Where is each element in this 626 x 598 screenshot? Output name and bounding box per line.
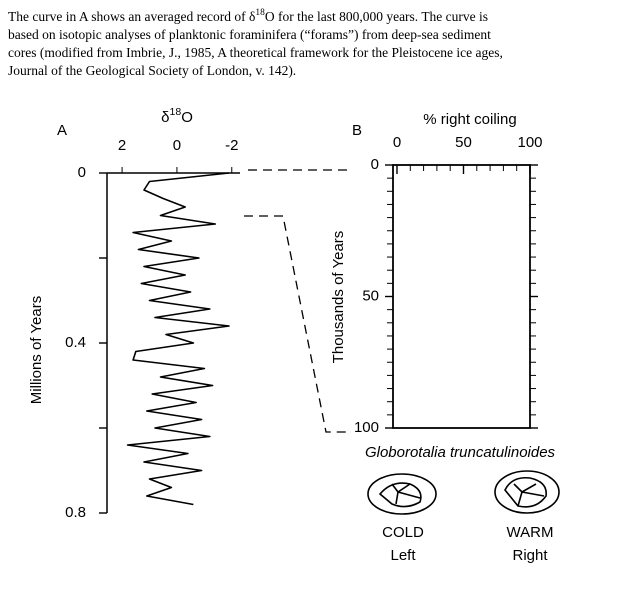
y-tick-label: 50: [362, 287, 379, 304]
caption-line: based on isotopic analyses of planktonic…: [8, 27, 491, 42]
x-tick-label: 50: [455, 134, 472, 151]
connector: [244, 215, 348, 433]
d18o-curve: [126, 172, 230, 506]
caption-line: The curve in A shows an averaged record …: [8, 8, 488, 24]
x-tick-label: -2: [225, 137, 238, 154]
caption-line-part: O for the last 800,000 years. The curve …: [265, 9, 488, 24]
x-axis-label-part: 18: [170, 106, 182, 118]
annotation: Right: [512, 547, 548, 564]
x-tick-label: 0: [393, 134, 401, 151]
y-axis-label: Millions of Years: [28, 296, 45, 404]
y-tick-label: 0: [371, 156, 379, 173]
x-tick-label: 100: [517, 134, 542, 151]
x-axis-label: δ18O: [161, 106, 193, 126]
y-tick-label: 0.8: [65, 504, 86, 521]
annotation: COLD: [382, 524, 424, 541]
cold-shell: [367, 473, 437, 515]
warm-shell: [494, 470, 560, 514]
caption-line-part: The curve in A shows an averaged record …: [8, 9, 255, 24]
caption-line-part: 18: [255, 8, 265, 18]
caption-line: cores (modified from Imbrie, J., 1985, A…: [8, 45, 503, 60]
x-axis-label: Globorotalia truncatulinoides: [365, 444, 556, 461]
x-tick-label: 0: [173, 137, 181, 154]
x-axis-label-part: O: [181, 109, 193, 126]
panel-title: % right coiling: [423, 111, 516, 128]
caption-line-part: cores (modified from Imbrie, J., 1985, A…: [8, 45, 503, 60]
y-axis-label: Thousands of Years: [330, 231, 347, 364]
y-tick-label: 0.4: [65, 334, 86, 351]
x-tick-label: 2: [118, 137, 126, 154]
plot-frame: [392, 164, 531, 429]
caption-line: Journal of the Geological Society of Lon…: [8, 63, 296, 78]
caption-line-part: based on isotopic analyses of planktonic…: [8, 27, 491, 42]
y-tick-label: 100: [354, 419, 379, 436]
x-axis-label-part: δ: [161, 109, 169, 126]
connectors: [244, 169, 352, 433]
caption-line-part: Journal of the Geological Society of Lon…: [8, 63, 296, 78]
annotation: Left: [390, 547, 416, 564]
panel-label: B: [352, 122, 362, 139]
y-tick-label: 0: [78, 164, 86, 181]
annotation: WARM: [507, 524, 554, 541]
panel-label: A: [57, 122, 67, 139]
